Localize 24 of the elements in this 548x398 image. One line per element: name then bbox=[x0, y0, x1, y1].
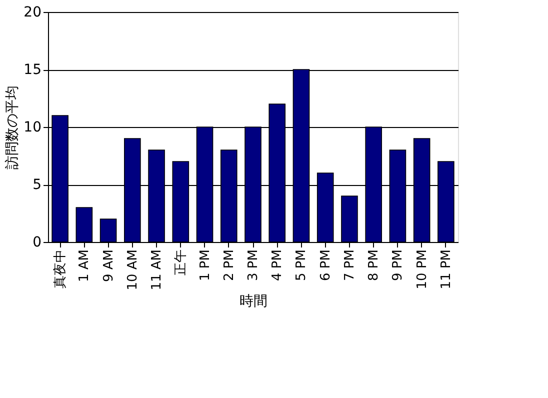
x-tick-label: 11 AM bbox=[150, 250, 165, 290]
y-tick-label: 15 bbox=[24, 62, 42, 78]
x-tick-label: 8 PM bbox=[366, 250, 382, 281]
y-tick-label: 10 bbox=[24, 120, 42, 136]
y-axis-title: 訪問数の平均 bbox=[4, 86, 21, 170]
x-tick-label: 11 PM bbox=[438, 250, 454, 290]
x-tick-label: 1 PM bbox=[198, 250, 213, 281]
x-tick-label: 2 PM bbox=[222, 250, 237, 281]
x-axis-title: 時間 bbox=[240, 293, 268, 310]
y-tick-label: 5 bbox=[32, 177, 42, 193]
x-tick-label: 真夜中 bbox=[52, 250, 68, 288]
x-tick-label: 9 AM bbox=[101, 250, 116, 282]
x-tick-label: 10 PM bbox=[414, 250, 430, 290]
y-tick-label: 20 bbox=[24, 4, 42, 20]
x-tick-label: 1 AM bbox=[77, 250, 92, 282]
x-tick-label: 10 AM bbox=[125, 250, 140, 290]
y-tick-label: 0 bbox=[32, 234, 42, 250]
x-tick-label: 正午 bbox=[174, 250, 189, 276]
x-tick-label: 3 PM bbox=[246, 250, 261, 281]
x-tick-label: 7 PM bbox=[342, 250, 358, 281]
x-tick-label: 9 PM bbox=[390, 250, 406, 281]
x-tick-label: 4 PM bbox=[270, 250, 286, 281]
x-tick-label: 6 PM bbox=[318, 250, 334, 281]
x-tick-label: 5 PM bbox=[294, 250, 310, 281]
